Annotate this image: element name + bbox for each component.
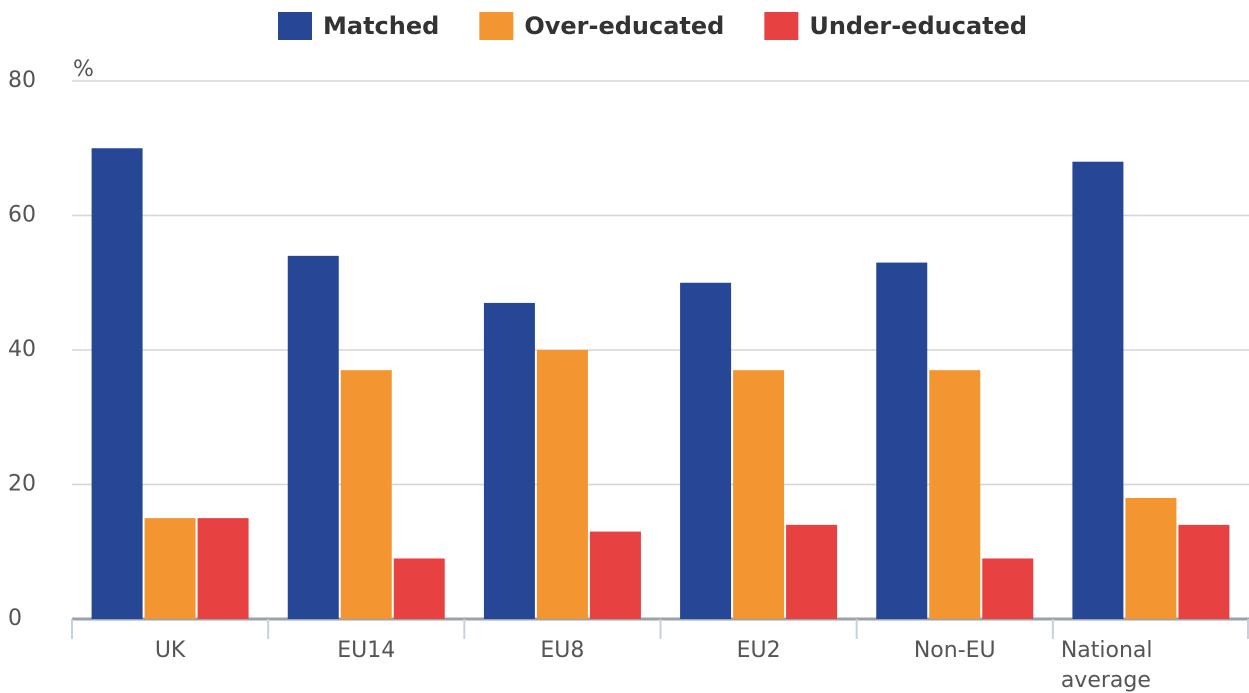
x-tick-label: National average [1061, 638, 1153, 693]
bar [340, 370, 392, 619]
y-tick-label: 60 [8, 203, 36, 228]
bar [393, 558, 445, 619]
legend-label: Over-educated [524, 12, 724, 40]
y-axis-label: % [73, 57, 94, 82]
bar [144, 518, 196, 619]
bar [536, 350, 588, 619]
x-tick-label: EU8 [540, 638, 584, 663]
bar [929, 370, 981, 619]
legend-label: Matched [323, 12, 439, 40]
y-tick-label: 0 [8, 606, 22, 631]
x-tick-label-line: average [1061, 668, 1151, 693]
x-tick-label: EU14 [337, 638, 395, 663]
bar [733, 370, 785, 619]
bar [1072, 161, 1124, 619]
bar [287, 255, 339, 619]
legend-label: Under-educated [809, 12, 1027, 40]
bar [483, 302, 535, 619]
x-tick-label: EU2 [737, 638, 781, 663]
bar [91, 148, 143, 619]
bar [1125, 497, 1177, 619]
bar [876, 262, 928, 619]
legend-swatch [764, 12, 799, 40]
legend-swatch [278, 12, 312, 40]
bar [786, 524, 838, 619]
bar [589, 531, 641, 619]
x-tick-label: Non-EU [914, 638, 996, 663]
y-tick-label: 40 [8, 337, 36, 362]
legend-swatch [479, 12, 514, 40]
x-tick-label-line: National [1061, 638, 1153, 663]
bar [982, 558, 1034, 619]
bar [680, 282, 732, 619]
bar [1178, 524, 1230, 619]
x-tick-label: UK [155, 638, 186, 663]
y-tick-label: 20 [8, 472, 36, 497]
bar [197, 518, 249, 619]
y-tick-label: 80 [8, 68, 36, 93]
